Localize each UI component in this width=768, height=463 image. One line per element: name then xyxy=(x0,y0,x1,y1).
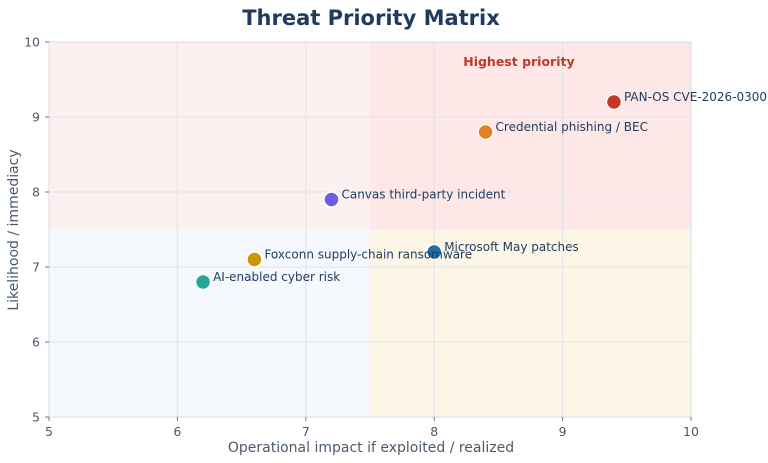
plot-frame xyxy=(48,41,692,418)
quadrant-annotation: Highest priority xyxy=(463,54,574,69)
x-tick-label: 8 xyxy=(430,424,438,439)
y-tick-label: 6 xyxy=(32,335,40,350)
quadrant-bottom-left xyxy=(49,229,370,417)
data-point xyxy=(323,191,340,208)
y-tick-label: 8 xyxy=(32,185,40,200)
x-tick-label: 9 xyxy=(559,424,567,439)
x-tick-label: 7 xyxy=(302,424,310,439)
data-point-label: Foxconn supply-chain ransomware xyxy=(264,248,472,262)
x-tick-label: 10 xyxy=(683,424,699,439)
data-point xyxy=(605,93,623,111)
y-tick-label: 10 xyxy=(24,35,40,50)
quadrant-top-right xyxy=(370,42,691,230)
chart-title: Threat Priority Matrix xyxy=(242,6,500,30)
data-point xyxy=(246,251,263,268)
data-point-label: Canvas third-party incident xyxy=(341,188,505,202)
y-tick-label: 7 xyxy=(32,260,40,275)
data-point xyxy=(425,243,443,261)
x-tick-label: 5 xyxy=(45,424,53,439)
data-point-label: PAN-OS CVE-2026-0300 xyxy=(624,90,767,104)
quadrant-bottom-right xyxy=(370,229,691,417)
y-tick-label: 9 xyxy=(32,110,40,125)
y-axis-label: Likelihood / immediacy xyxy=(6,149,22,310)
data-point-label: Microsoft May patches xyxy=(444,240,579,254)
x-tick-label: 6 xyxy=(173,424,181,439)
x-axis-label: Operational impact if exploited / realiz… xyxy=(228,440,514,456)
quadrant-top-left xyxy=(49,42,370,230)
y-tick-label: 5 xyxy=(32,410,40,425)
plot-area: 5 6 7 8 9 10 5 6 7 8 9 10 Highest priority PAN-OS CVE… xyxy=(24,35,767,440)
data-point-label: Credential phishing / BEC xyxy=(496,120,648,134)
data-point-label: AI-enabled cyber risk xyxy=(213,270,340,284)
data-point xyxy=(477,123,494,141)
data-point xyxy=(194,273,212,291)
